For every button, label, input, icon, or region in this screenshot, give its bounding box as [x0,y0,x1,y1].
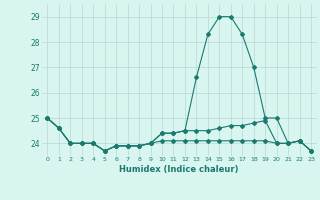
X-axis label: Humidex (Indice chaleur): Humidex (Indice chaleur) [119,165,239,174]
